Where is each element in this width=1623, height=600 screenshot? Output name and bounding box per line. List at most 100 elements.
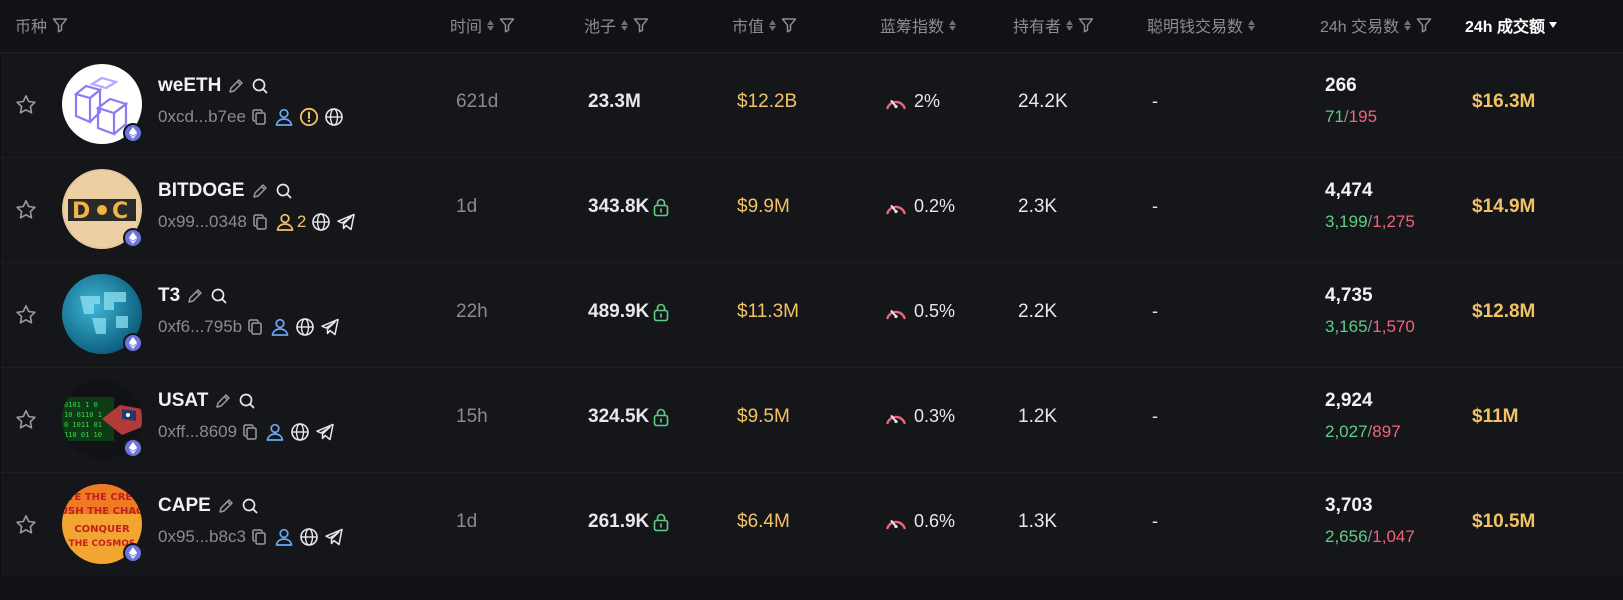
edit-icon[interactable] xyxy=(186,287,204,305)
buy-sell-split: 3,165/1,570 xyxy=(1325,317,1415,337)
gauge-icon xyxy=(886,414,906,424)
filter-icon[interactable] xyxy=(780,16,798,34)
user-icon[interactable] xyxy=(265,422,285,442)
telegram-icon[interactable] xyxy=(320,317,340,337)
search-icon[interactable] xyxy=(238,392,256,410)
sort-icon[interactable] xyxy=(487,19,495,31)
bluechip-index: 2% xyxy=(884,91,940,112)
token-address[interactable]: 0xff...8609 xyxy=(158,422,238,441)
holder-count-badge: 2 xyxy=(296,212,307,231)
edit-icon[interactable] xyxy=(217,497,235,515)
token-name[interactable]: BITDOGE xyxy=(158,180,245,201)
token-address[interactable]: 0x95...b8c3 xyxy=(158,527,246,546)
header-pool[interactable]: 池子 xyxy=(584,14,650,36)
user-icon[interactable] xyxy=(274,527,294,547)
token-name[interactable]: CAPE xyxy=(158,495,211,516)
svg-text:C: C xyxy=(112,199,128,224)
token-name[interactable]: USAT xyxy=(158,390,209,411)
table-row[interactable]: T3 0xf6...795b 22h 489.9K $11.3M 0.5% 2.… xyxy=(0,262,1623,367)
sort-icon[interactable] xyxy=(1404,19,1412,31)
buy-sell-split: 2,656/1,047 xyxy=(1325,527,1415,547)
token-address[interactable]: 0xcd...b7ee xyxy=(158,107,246,126)
user-icon[interactable] xyxy=(274,107,294,127)
filter-icon[interactable] xyxy=(1077,16,1095,34)
filter-icon[interactable] xyxy=(632,16,650,34)
sort-icon[interactable] xyxy=(621,19,629,31)
warning-icon[interactable] xyxy=(299,107,319,127)
copy-icon[interactable] xyxy=(247,318,265,336)
filter-icon[interactable] xyxy=(1415,16,1433,34)
edit-icon[interactable] xyxy=(251,182,269,200)
holders-count: 1.2K xyxy=(1018,406,1058,427)
filter-icon[interactable] xyxy=(51,16,69,34)
buy-sell-separator: / xyxy=(1367,212,1373,231)
token-name[interactable]: T3 xyxy=(158,285,181,306)
pool-value: 261.9K xyxy=(588,511,650,532)
usat-logo[interactable]: 0101 1 0 10 0110 1 0 1011 01 110 01 10 xyxy=(62,379,142,459)
user-icon[interactable] xyxy=(275,212,295,232)
smart-money-tx: - xyxy=(1152,301,1158,321)
weeth-logo[interactable] xyxy=(62,64,142,144)
telegram-icon[interactable] xyxy=(336,212,356,232)
header-vol24h[interactable]: 24h 成交额 xyxy=(1465,14,1558,36)
svg-text:0101 1 0: 0101 1 0 xyxy=(64,401,98,409)
eth-chain-icon xyxy=(123,123,143,143)
volume-24h: $10.5M xyxy=(1472,511,1536,532)
bluechip-index: 0.2% xyxy=(884,196,955,217)
user-icon[interactable] xyxy=(270,317,290,337)
search-icon[interactable] xyxy=(275,182,293,200)
pool-liquidity: 261.9K xyxy=(588,511,670,533)
header-smart-money[interactable]: 聪明钱交易数 xyxy=(1147,14,1256,36)
header-bluechip[interactable]: 蓝筹指数 xyxy=(880,14,957,36)
table-row[interactable]: weETH 0xcd...b7ee 621d 23.3M $12.2B 2% 2… xyxy=(0,52,1623,157)
header-time[interactable]: 时间 xyxy=(450,14,516,36)
table-row[interactable]: 0101 1 0 10 0110 1 0 1011 01 110 01 10 USAT… xyxy=(0,367,1623,472)
sort-icon[interactable] xyxy=(769,19,777,31)
telegram-icon[interactable] xyxy=(324,527,344,547)
token-address[interactable]: 0xf6...795b xyxy=(158,317,243,336)
search-icon[interactable] xyxy=(210,287,228,305)
globe-icon[interactable] xyxy=(295,317,315,337)
token-name[interactable]: weETH xyxy=(158,75,222,96)
row-background xyxy=(2,53,1623,157)
token-address[interactable]: 0x99...0348 xyxy=(158,212,247,231)
buy-sell-split: 3,199/1,275 xyxy=(1325,212,1415,232)
telegram-icon[interactable] xyxy=(315,422,335,442)
sell-count: 1,570 xyxy=(1372,317,1415,336)
search-icon[interactable] xyxy=(241,497,259,515)
star-icon[interactable] xyxy=(14,93,38,117)
bluechip-index: 0.3% xyxy=(884,406,955,427)
star-icon[interactable] xyxy=(14,198,38,222)
edit-icon[interactable] xyxy=(214,392,232,410)
sort-icon[interactable] xyxy=(949,19,957,31)
sort-icon[interactable] xyxy=(1066,19,1074,31)
search-icon[interactable] xyxy=(251,77,269,95)
globe-icon[interactable] xyxy=(290,422,310,442)
table-row[interactable]: ATE THE CREW RUSH THE CHAOS CONQUER THE COS… xyxy=(0,472,1623,577)
bluechip-value: 0.5% xyxy=(914,301,956,321)
copy-icon[interactable] xyxy=(252,213,270,231)
copy-icon[interactable] xyxy=(242,423,260,441)
filter-icon[interactable] xyxy=(498,16,516,34)
globe-icon[interactable] xyxy=(299,527,319,547)
star-icon[interactable] xyxy=(14,513,38,537)
header-tx24h[interactable]: 24h 交易数 xyxy=(1320,14,1433,36)
copy-icon[interactable] xyxy=(251,528,269,546)
header-mcap[interactable]: 市值 xyxy=(732,14,798,36)
header-coin[interactable]: 币种 xyxy=(15,14,69,36)
globe-icon[interactable] xyxy=(311,212,331,232)
star-icon[interactable] xyxy=(14,408,38,432)
sort-icon[interactable] xyxy=(1248,19,1256,31)
edit-icon[interactable] xyxy=(227,77,245,95)
star-icon[interactable] xyxy=(14,303,38,327)
globe-icon[interactable] xyxy=(324,107,344,127)
header-holders[interactable]: 持有者 xyxy=(1013,14,1095,36)
gauge-icon xyxy=(886,204,906,214)
sort-desc-icon[interactable] xyxy=(1549,22,1558,28)
copy-icon[interactable] xyxy=(251,108,269,126)
buy-count: 3,165 xyxy=(1325,317,1368,336)
buy-sell-separator: / xyxy=(1343,107,1349,126)
